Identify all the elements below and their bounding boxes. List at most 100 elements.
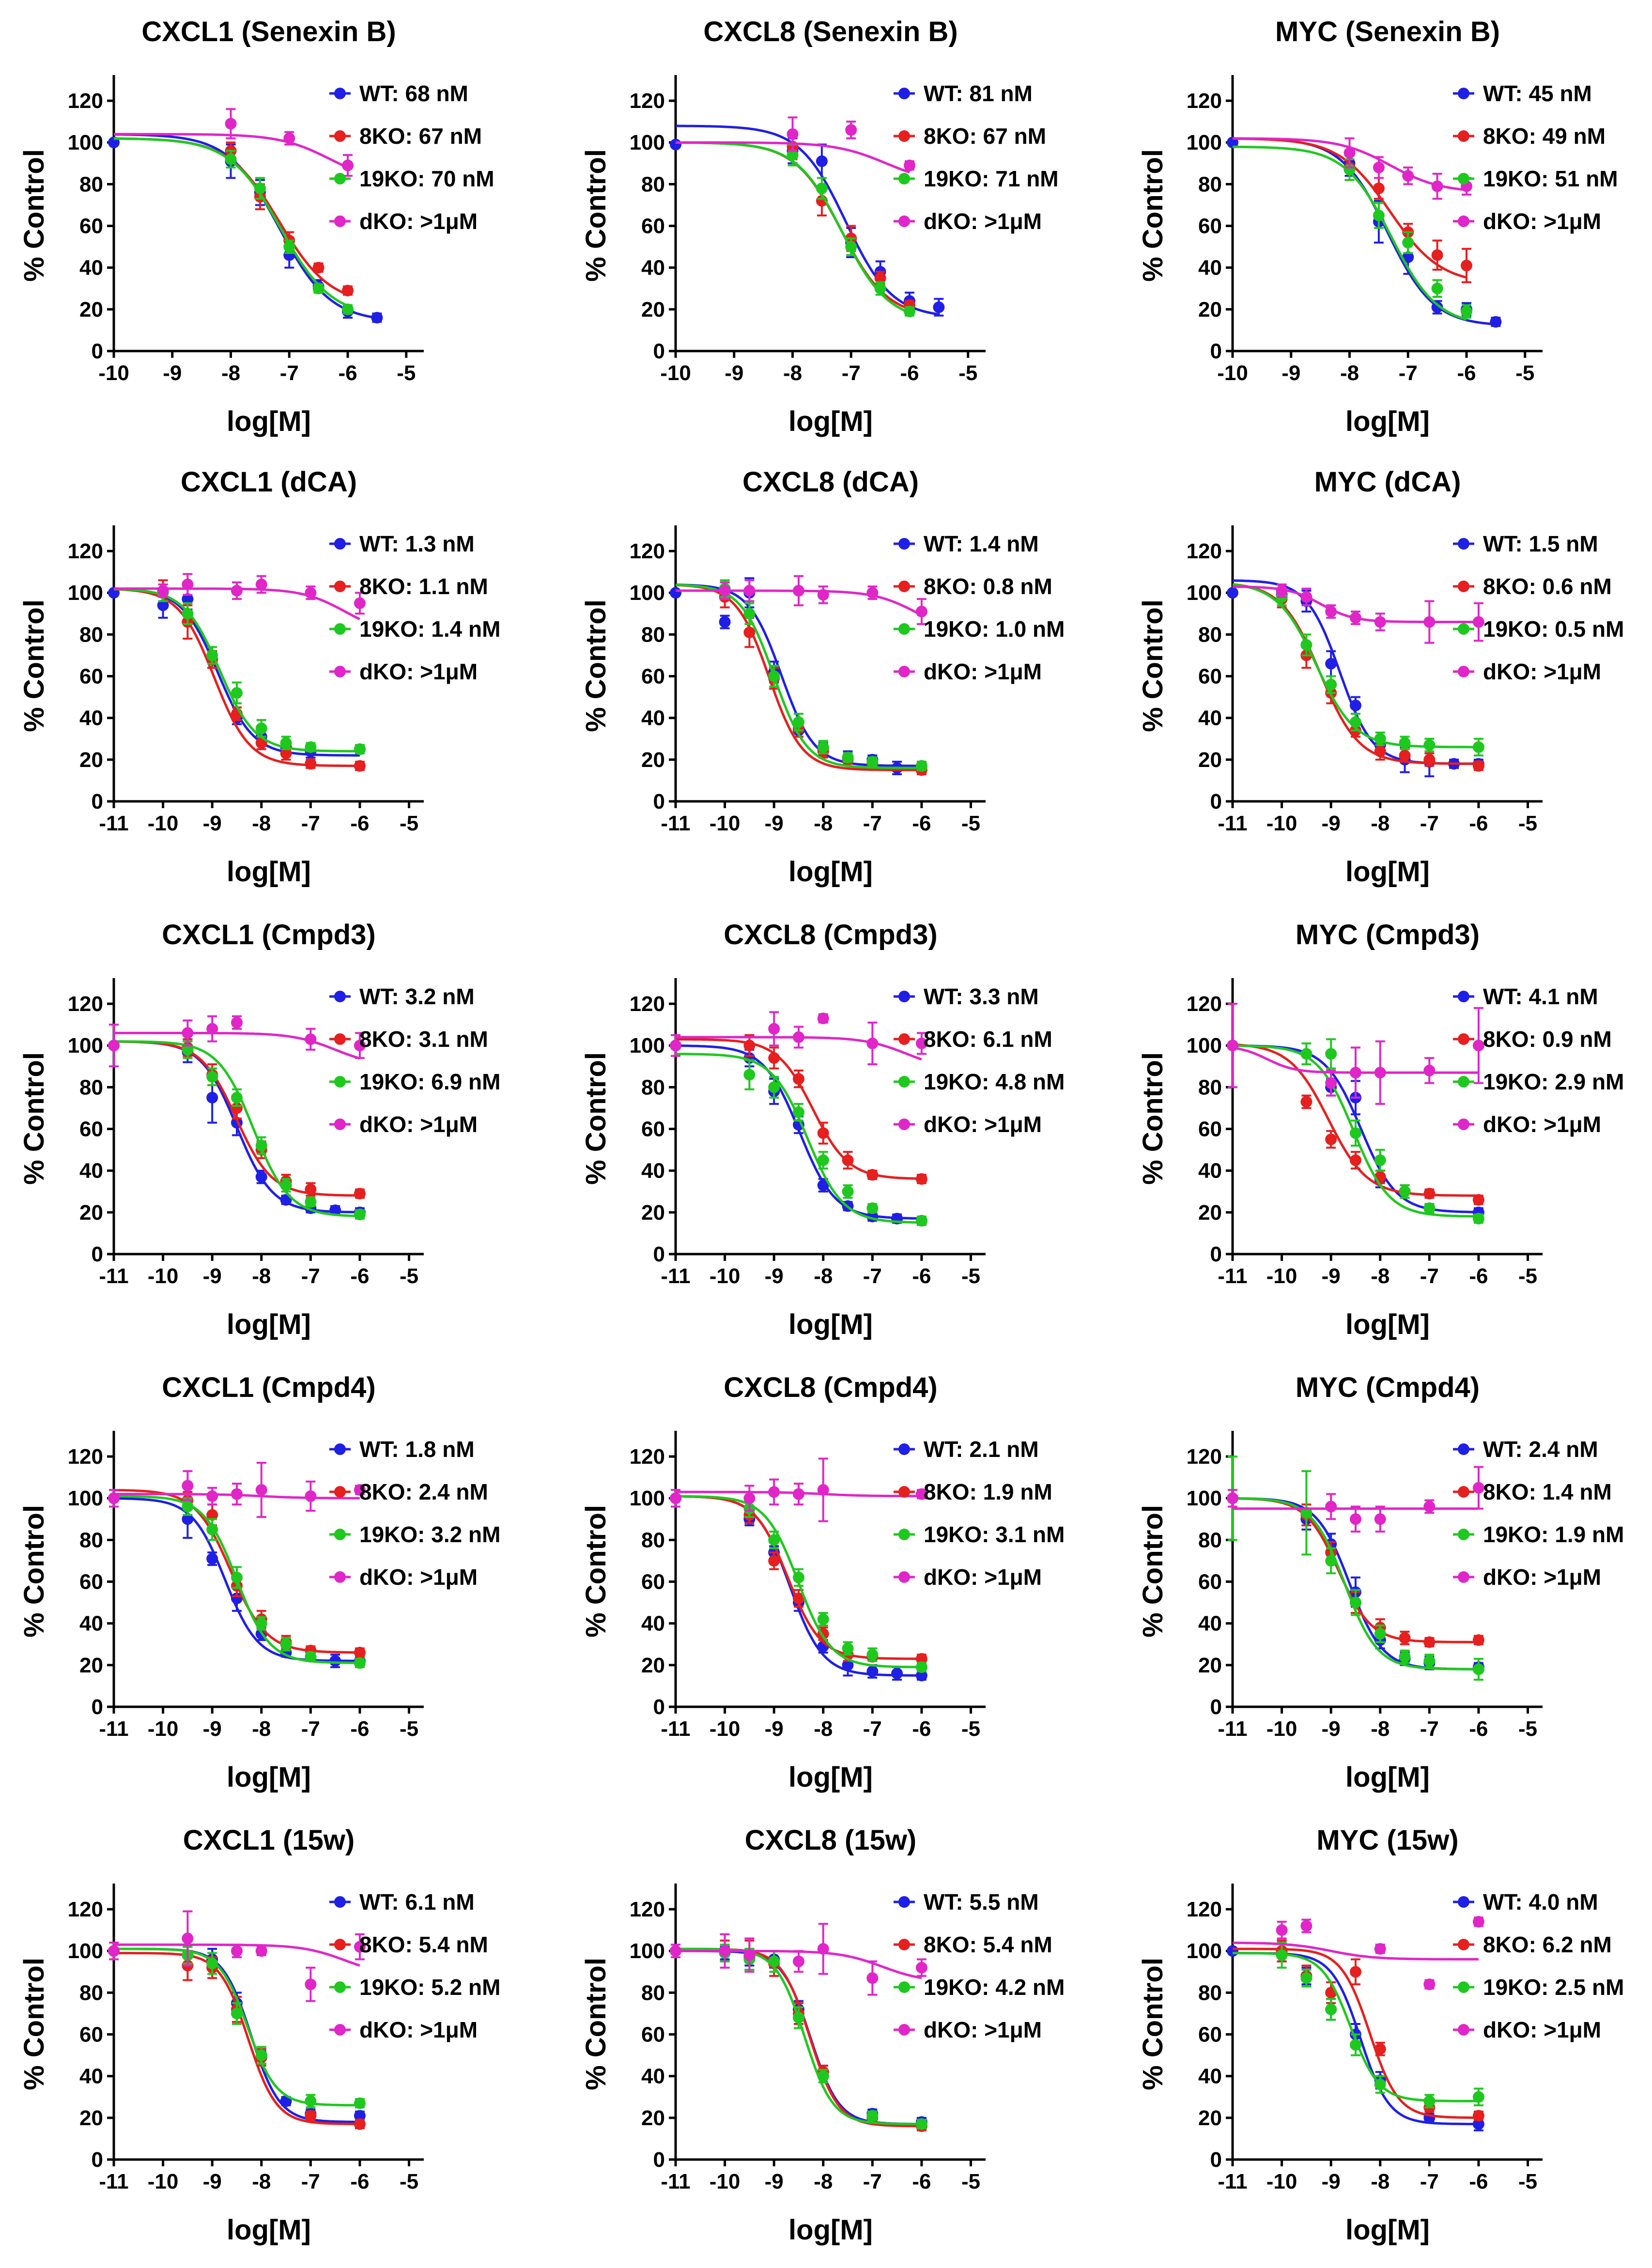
legend-label-dko: dKO: >1μM [359,1112,478,1137]
legend-label-dko: dKO: >1μM [924,2017,1042,2042]
data-point [1373,161,1385,173]
y-tick-label: 120 [630,992,665,1016]
x-axis-label: log[M] [227,1309,311,1340]
legend-label-19ko: 19KO: 1.4 nM [359,616,500,642]
y-tick-label: 120 [630,1445,665,1469]
x-axis-label: log[M] [227,406,311,437]
legend-label-8ko: 8KO: 2.4 nM [359,1479,488,1504]
data-point [231,1091,243,1103]
legend-label-8ko: 8KO: 67 nM [924,123,1046,149]
legend-swatch-dot [898,173,910,184]
data-point [231,1488,243,1500]
legend-label-19ko: 19KO: 70 nM [359,166,494,191]
data-point [182,593,194,605]
legend-label-wt: WT: 1.5 nM [1483,531,1598,556]
x-tick-label: -7 [1420,1264,1439,1288]
legend: WT: 4.0 nM 8KO: 6.2 nM 19KO: 2.5 nM dKO: >1… [1453,1889,1624,2042]
y-tick-label: 20 [641,1201,665,1225]
y-tick-label: 80 [1198,623,1222,646]
data-point [354,2110,366,2122]
data-point [817,1179,829,1191]
y-tick-label: 80 [641,1528,665,1552]
fit-curve [1233,1947,1479,2119]
x-tick-label: -5 [961,2170,980,2193]
legend-label-dko: dKO: >1μM [924,1112,1042,1137]
y-tick-label: 60 [641,665,665,689]
data-point [206,1553,218,1565]
data-point [915,1215,927,1227]
x-tick-label: -5 [1518,812,1537,835]
y-tick-label: 60 [79,1570,103,1594]
legend: WT: 6.1 nM 8KO: 5.4 nM 19KO: 5.2 nM dKO: >1… [329,1889,500,2042]
data-point [1349,699,1361,711]
y-tick-label: 20 [641,1654,665,1677]
data-point [1349,1067,1361,1079]
y-tick-label: 20 [641,2106,665,2130]
x-tick-label: -5 [1518,1264,1537,1288]
data-point [1423,1636,1436,1648]
legend-label-wt: WT: 4.1 nM [1483,984,1598,1009]
y-tick-label: 100 [68,1939,103,1963]
x-axis-label: log[M] [788,1309,873,1340]
data-point [743,608,756,620]
data-point [1374,745,1386,757]
data-point [255,1617,267,1629]
data-point [1490,316,1502,328]
data-point [1399,1651,1411,1663]
series-dko [670,1923,927,1996]
data-point [1227,587,1238,599]
data-point [743,627,756,639]
x-tick-label: -8 [1371,1717,1390,1741]
legend: WT: 3.3 nM 8KO: 6.1 nM 19KO: 4.8 nM dKO: >1… [894,984,1065,1137]
data-point [354,2118,366,2130]
y-tick-label: 40 [1198,256,1222,280]
y-tick-label: 80 [641,623,665,646]
data-point [1325,678,1337,690]
x-tick-label: -9 [203,812,222,835]
data-point [866,1169,879,1181]
data-point [816,183,828,194]
legend-label-19ko: 19KO: 5.2 nM [359,1975,500,2000]
chart-cxcl1-cmpd4-: CXCL1 (Cmpd4) 0 20 40 60 80 100 120 -11 -10 -9 -8 -7… [18,1372,500,1793]
y-tick-label: 100 [68,581,103,605]
x-tick-label: -5 [1518,2170,1537,2193]
data-point [1423,739,1436,751]
legend-swatch-dot [334,173,346,184]
data-point [768,1555,780,1567]
y-axis-label: % Control [1137,1505,1169,1638]
x-tick-label: -7 [1420,812,1439,835]
data-point [1300,639,1312,651]
data-point [1343,147,1356,159]
y-tick-label: 60 [641,2023,665,2047]
y-tick-label: 60 [1198,215,1222,238]
legend-swatch-dot [334,1529,346,1540]
data-point [1300,1507,1312,1519]
chart-title: MYC (15w) [1316,1824,1458,1856]
data-point [1325,1134,1337,1146]
data-point [231,1945,243,1957]
x-tick-label: -8 [1371,2170,1390,2193]
legend-label-dko: dKO: >1μM [1483,659,1601,684]
legend-label-19ko: 19KO: 2.5 nM [1483,1975,1624,2000]
legend-swatch-dot [1458,88,1469,99]
x-tick-label: -10 [1266,1264,1297,1288]
data-point [280,1638,292,1650]
data-point [206,1023,218,1035]
y-tick-label: 40 [79,706,103,730]
series-dko [670,1457,927,1522]
data-point [1423,616,1436,628]
data-point [255,2049,267,2061]
data-point [817,1127,829,1139]
y-tick-label: 100 [1187,1939,1222,1963]
data-point [787,128,799,140]
data-point [1373,210,1385,221]
data-point [874,282,886,294]
data-point [792,1031,804,1043]
x-tick-label: -9 [203,2170,222,2193]
y-tick-label: 100 [630,131,665,154]
data-point [817,1484,829,1496]
legend-swatch-dot [898,623,910,635]
x-tick-label: -7 [301,2170,320,2193]
data-point [1431,301,1443,313]
data-point [1349,1513,1361,1525]
